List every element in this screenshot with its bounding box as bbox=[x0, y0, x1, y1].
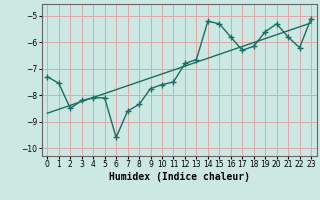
X-axis label: Humidex (Indice chaleur): Humidex (Indice chaleur) bbox=[109, 172, 250, 182]
